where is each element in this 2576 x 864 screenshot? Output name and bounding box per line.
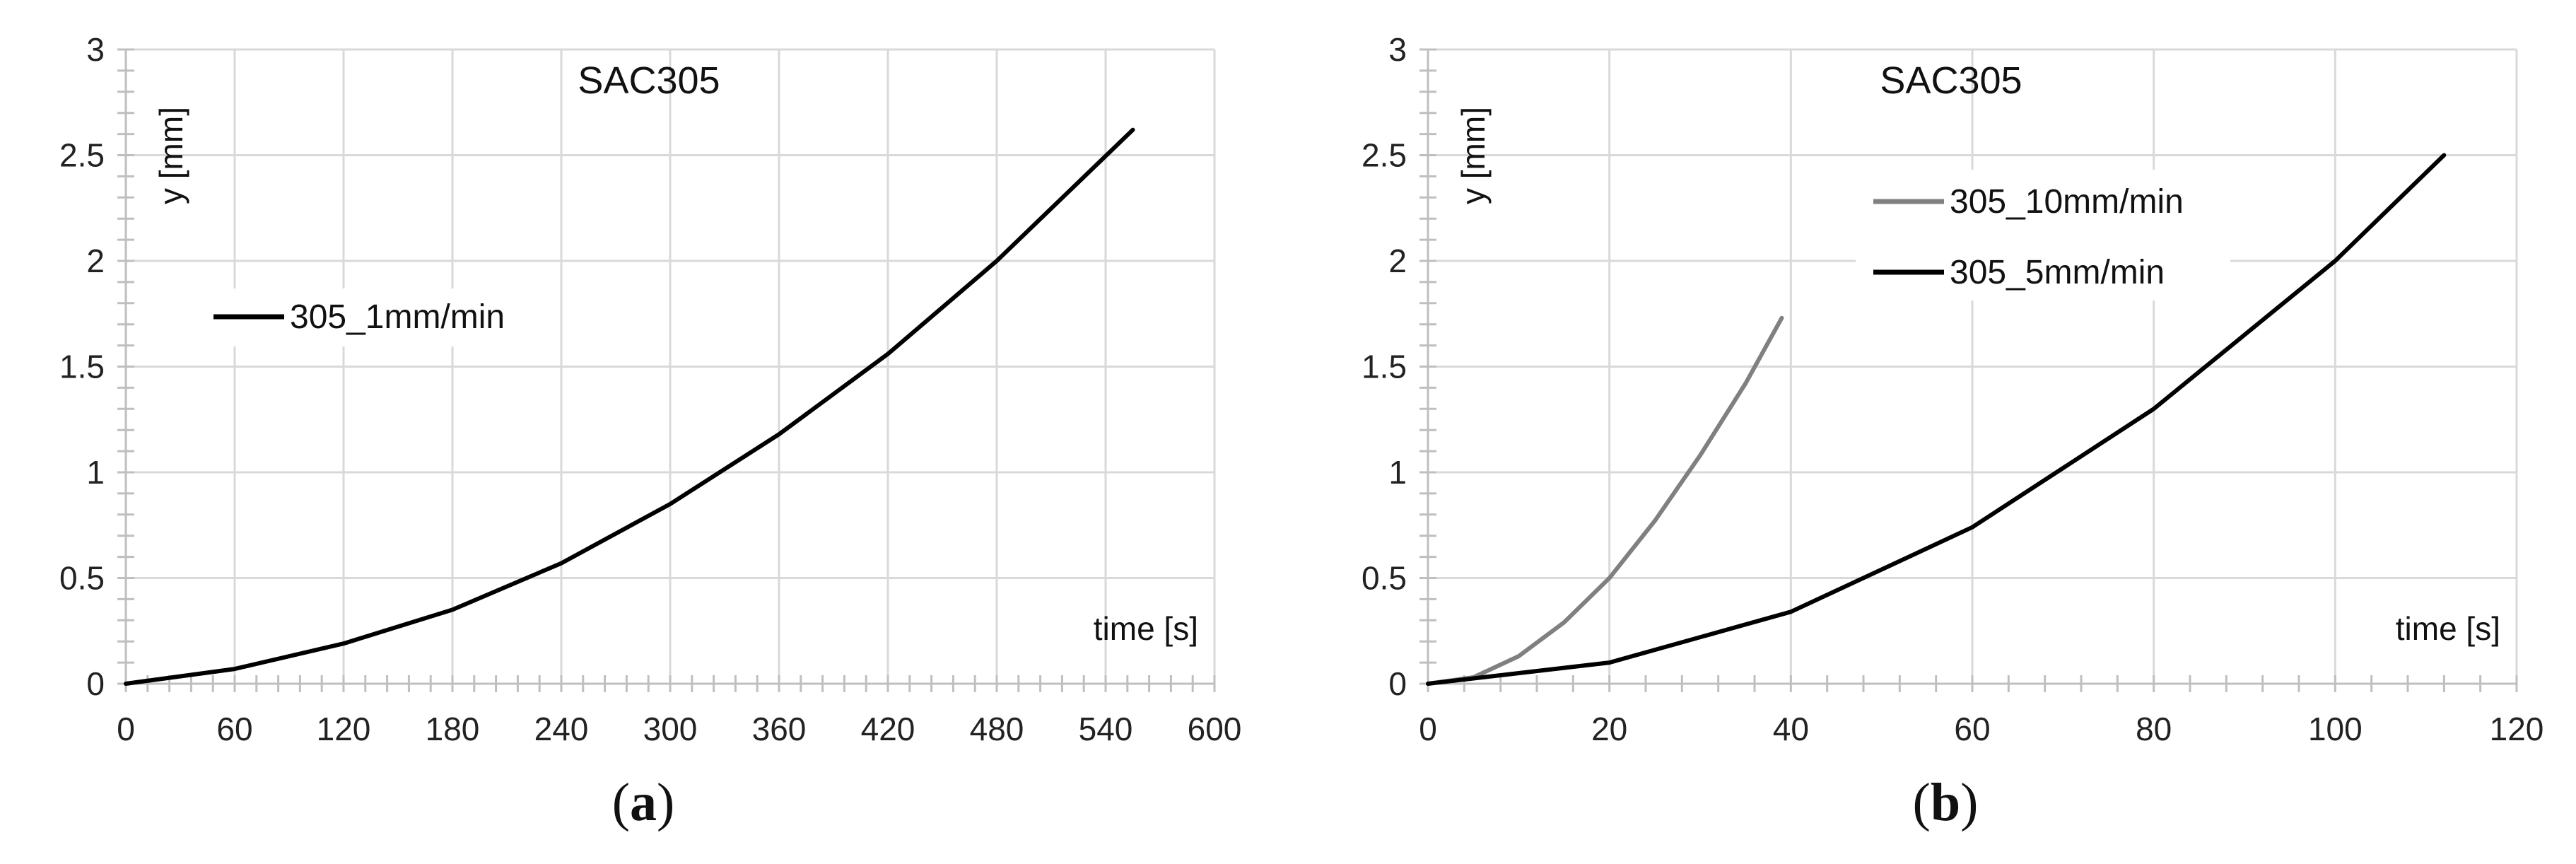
x-tick-label: 180 (426, 711, 480, 747)
y-tick-label: 2 (1388, 243, 1407, 279)
x-tick-label: 600 (1188, 711, 1242, 747)
y-tick-label: 2.5 (59, 137, 105, 174)
legend: 305_10mm/min 305_5mm/min (1856, 170, 2230, 300)
y-axis-label: y [mm] (1455, 107, 1492, 204)
series-line-0 (124, 127, 1135, 686)
x-tick-label: 120 (317, 711, 371, 747)
y-tick-label: 0 (1388, 665, 1407, 702)
chart-panel-a: 0 60 120 180 240 300 360 420 480 540 600 0 0.5 1 1.5 2 2… (59, 31, 1241, 832)
legend: 305_1mm/min (189, 288, 557, 346)
y-tick-label: 3 (86, 31, 105, 68)
x-axis-label: time [s] (1094, 610, 1198, 647)
y-axis-label: y [mm] (153, 107, 189, 204)
x-tick-label: 120 (2490, 711, 2544, 747)
x-tick-label: 40 (1773, 711, 1809, 747)
y-tick-label: 2 (86, 243, 105, 279)
panel-caption: (a) (612, 773, 675, 832)
x-tick-label: 20 (1591, 711, 1627, 747)
legend-label-0: 305_10mm/min (1950, 183, 2184, 221)
legend-background (1856, 170, 2230, 300)
x-tick-label: 0 (1419, 711, 1437, 747)
y-tick-label: 1 (86, 454, 105, 491)
chart-panel-b: 0 20 40 60 80 100 120 0 0.5 1 1.5 2 2.5 3 SAC305 y [mm]… (1362, 31, 2543, 832)
x-tick-label: 540 (1079, 711, 1133, 747)
y-tick-label: 1.5 (1362, 349, 1407, 385)
x-tick-label: 80 (2136, 711, 2172, 747)
chart-title: SAC305 (1880, 59, 2022, 102)
x-tick-label: 240 (534, 711, 589, 747)
series-line-0 (1426, 315, 1784, 686)
x-tick-label: 60 (1954, 711, 1990, 747)
x-tick-label: 420 (861, 711, 915, 747)
x-tick-label: 0 (117, 711, 135, 747)
y-tick-label: 1.5 (59, 349, 105, 385)
y-tick-label: 1 (1388, 454, 1407, 491)
x-tick-label: 300 (643, 711, 698, 747)
x-axis-label: time [s] (2396, 610, 2500, 647)
legend-label-0: 305_1mm/min (290, 298, 505, 336)
x-tick-label: 60 (216, 711, 252, 747)
chart-title: SAC305 (578, 59, 720, 102)
series-line-1 (1426, 153, 2447, 686)
x-tick-label: 360 (752, 711, 807, 747)
x-tick-label: 480 (970, 711, 1024, 747)
y-tick-label: 0.5 (1362, 560, 1407, 597)
y-tick-label: 0 (86, 665, 105, 702)
panel-caption-letter: a (630, 773, 657, 832)
panel-caption-letter: b (1931, 773, 1960, 832)
y-tick-label: 3 (1388, 31, 1407, 68)
legend-label-1: 305_5mm/min (1950, 254, 2165, 291)
y-tick-label: 0.5 (59, 560, 105, 597)
y-tick-label: 2.5 (1362, 137, 1407, 174)
panel-caption: (b) (1913, 773, 1979, 832)
x-tick-label: 100 (2308, 711, 2363, 747)
